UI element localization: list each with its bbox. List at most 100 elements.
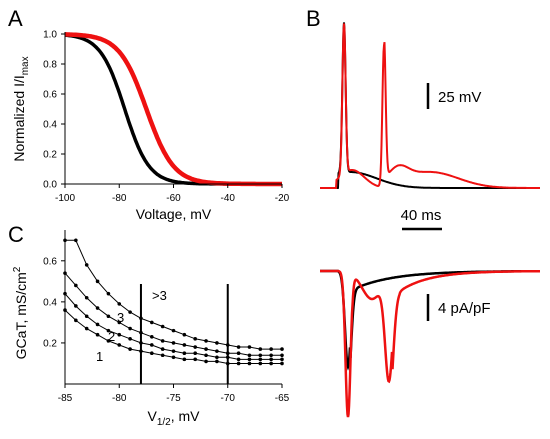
gcat-data-point — [117, 320, 122, 325]
gcat-data-point — [193, 357, 197, 362]
y-axis-title-main-c: GCaT, mS/cm — [13, 272, 29, 359]
x-tick-label-a: -80 — [112, 193, 127, 204]
scale-bar-voltage-label: 25 mV — [438, 89, 481, 106]
gcat-data-point — [182, 332, 187, 337]
x-tick-label-c: -85 — [58, 393, 73, 404]
gcat-data-point — [171, 328, 176, 333]
gcat-data-point — [139, 341, 143, 345]
gcat-data-point — [117, 343, 122, 347]
gcat-data-point — [139, 316, 143, 321]
gcat-data-point — [128, 326, 132, 331]
gcat-data-point — [95, 306, 100, 310]
series-label: 1 — [96, 349, 103, 364]
gcat-data-point — [150, 343, 154, 347]
gcat-series-line — [65, 239, 282, 350]
gcat-data-point — [84, 326, 89, 331]
gcat-data-point — [106, 291, 111, 296]
gcat-data-point — [182, 357, 187, 362]
panel-letter-c: C — [8, 222, 24, 247]
gcat-data-point — [225, 351, 230, 356]
gcat-data-point — [193, 337, 197, 341]
gcat-data-point — [215, 355, 219, 360]
gcat-data-point — [160, 353, 165, 358]
gcat-data-point — [225, 343, 230, 347]
gcat-data-point — [193, 345, 197, 349]
panel-letter-a: A — [8, 6, 23, 31]
voltage-trace-mutant — [320, 23, 540, 189]
activation-curve-control — [64, 33, 282, 186]
gcat-data-point — [95, 279, 100, 284]
gcat-data-point — [236, 351, 241, 356]
y-axis-title-sub-a: max — [20, 56, 31, 75]
gcat-data-point — [160, 324, 165, 329]
gcat-data-point — [269, 357, 273, 362]
gcat-data-point — [128, 310, 132, 314]
gcat-data-point — [74, 283, 78, 288]
y-tick-label-c: 0.2 — [43, 338, 57, 349]
y-axis-title-sup-c: 2 — [12, 266, 23, 272]
series-label: 3 — [117, 310, 124, 325]
gcat-data-point — [74, 318, 78, 323]
x-tick-label-c: -80 — [112, 393, 127, 404]
gcat-data-point — [247, 361, 252, 366]
gcat-data-point — [171, 349, 176, 353]
x-axis-title-a: Voltage, mV — [136, 206, 212, 222]
gcat-data-point — [204, 353, 208, 358]
activation-curve-mutant — [65, 32, 282, 187]
gcat-data-point — [150, 334, 154, 339]
gcat-data-point — [247, 357, 252, 362]
gcat-data-point — [225, 361, 230, 366]
gcat-data-point — [215, 359, 219, 364]
gcat-data-point — [150, 351, 154, 356]
gcat-data-point — [247, 345, 252, 349]
scale-bar-current-label: 4 pA/pF — [438, 300, 491, 317]
gcat-data-point — [269, 347, 273, 351]
x-tick-label-c: -65 — [275, 393, 290, 404]
gcat-data-point — [280, 357, 284, 362]
gcat-data-point — [193, 351, 197, 356]
panel-letter-b: B — [306, 6, 321, 31]
gcat-data-point — [117, 332, 122, 337]
x-axis-title-main-c: V — [147, 408, 157, 424]
gcat-data-point — [236, 345, 241, 349]
x-axis-title-tail-c: , mV — [171, 408, 200, 424]
gcat-data-point — [95, 322, 100, 327]
gcat-data-point — [160, 347, 165, 351]
gcat-data-point — [150, 320, 154, 325]
y-tick-label-c: 0.4 — [43, 297, 57, 308]
gcat-data-point — [236, 357, 241, 362]
gcat-data-point — [84, 314, 89, 319]
y-tick-label-c: 0.6 — [43, 256, 57, 267]
gcat-data-point — [95, 332, 100, 337]
series-label: >3 — [152, 288, 167, 303]
gcat-data-point — [280, 361, 284, 366]
gcat-data-point — [204, 347, 208, 351]
gcat-data-point — [204, 359, 208, 364]
y-axis-title-a: Normalized I/Imax — [11, 56, 31, 161]
gcat-data-point — [258, 353, 263, 358]
gcat-data-point — [280, 353, 284, 358]
gcat-data-point — [74, 304, 78, 308]
panel-b: B 25 mV 40 ms 4 pA/pF — [306, 6, 540, 418]
gcat-data-point — [280, 347, 284, 351]
gcat-data-point — [182, 351, 187, 356]
x-tick-label-a: -100 — [55, 193, 75, 204]
y-tick-label-a: 0.4 — [43, 120, 57, 131]
gcat-data-point — [258, 347, 263, 351]
gcat-data-point — [236, 361, 241, 366]
scale-bar-time-label: 40 ms — [401, 207, 442, 224]
x-axis-title-c: V1/2, mV — [147, 408, 200, 428]
gcat-data-point — [269, 353, 273, 358]
gcat-data-point — [139, 330, 143, 335]
series-label: 2 — [108, 329, 115, 344]
y-axis-title-main-a: Normalized I/I — [11, 75, 27, 161]
gcat-data-point — [171, 355, 176, 360]
x-tick-label-a: -40 — [221, 193, 236, 204]
gcat-data-point — [106, 314, 111, 319]
gcat-data-point — [74, 238, 78, 243]
x-tick-label-a: -60 — [166, 193, 181, 204]
gcat-data-point — [128, 337, 132, 341]
gcat-data-point — [215, 349, 219, 353]
voltage-trace-control — [320, 22, 540, 189]
